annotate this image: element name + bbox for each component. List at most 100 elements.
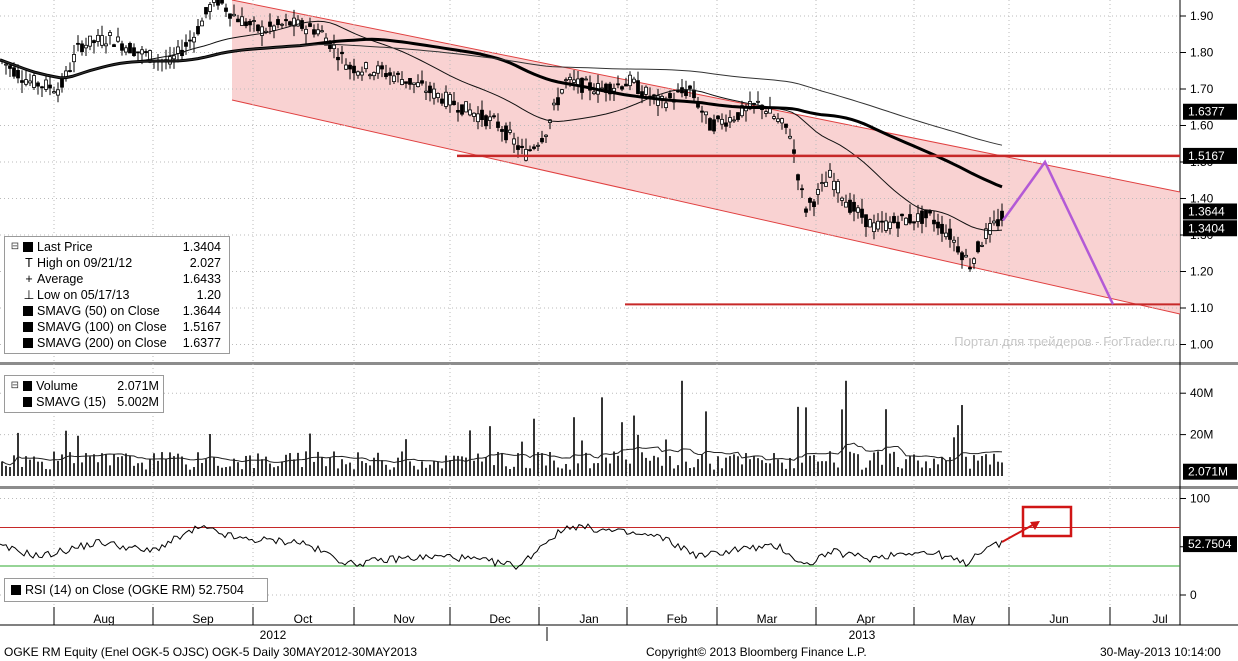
legend-label: Average [37,272,84,286]
candle-body [448,94,452,106]
legend-swatch-icon [23,338,33,348]
price-legend-row: + Average 1.6433 [9,271,225,287]
candle-body [312,29,316,35]
candle-body [468,109,472,116]
rsi-arrow-head [1030,521,1040,530]
candle-body [132,47,136,57]
candle-body [276,19,280,26]
x-month-label: Jan [579,612,598,626]
collapse-icon[interactable]: ⊟ [10,241,20,252]
candle-body [988,223,992,235]
candle-body [408,78,412,85]
candle-body [916,213,920,222]
x-year-label: 2012 [260,628,287,642]
candle-body [956,246,960,253]
legend-swatch-icon [22,397,33,407]
candle-body [224,7,228,12]
price-tag: 1.3644 [1188,204,1225,218]
candle-body [340,51,344,55]
footer-timestamp: 30-May-2013 10:14:00 [1100,645,1221,659]
candle-body [920,210,924,224]
forecast-arrow [1001,159,1115,305]
y-tick-label: 1.60 [1190,119,1214,133]
candle-body [716,115,720,120]
candle-body [492,115,496,118]
candle-body [804,208,808,213]
candle-body [888,221,892,229]
x-month-label: Jul [1152,612,1167,626]
candle-body [860,208,864,218]
x-month-label: Oct [294,612,313,626]
legend-swatch-icon [23,242,33,252]
candle-body [516,145,520,150]
candle-body [452,100,456,106]
candle-body [864,214,868,228]
candle-body [484,115,488,127]
candle-body [220,0,224,4]
rsi-label: RSI (14) on Close (OGKE RM) [25,583,196,597]
candle-body [444,91,448,107]
volume-sma-value: 5.002M [117,395,159,409]
candle-body [280,23,284,26]
candle-body [308,23,312,27]
candle-body [332,44,336,50]
candle-body [960,252,964,261]
candle-body [480,109,484,121]
candle-body [348,64,352,70]
candle-body [948,228,952,240]
candle-body [952,239,956,243]
candle-body [872,222,876,233]
volume-sma-label: SMAVG (15) [36,395,107,409]
legend-value: 1.6377 [182,336,221,350]
rsi-tick-label: 0 [1190,588,1197,602]
candle-body [120,43,124,51]
candle-body [248,20,252,26]
candle-body [856,207,860,213]
candle-body [68,70,72,72]
candle-body [256,24,260,32]
candle-body [736,112,740,120]
candle-body [508,129,512,133]
candle-body [440,98,444,104]
legend-label: SMAVG (50) on Close [37,304,160,318]
legend-label: SMAVG (200) on Close [37,336,167,350]
candle-body [236,18,240,23]
legend-value: 1.20 [196,288,221,302]
candle-body [884,220,888,231]
candle-body [300,20,304,29]
candle-body [228,13,232,19]
candle-body [172,55,176,60]
legend-swatch-icon [23,306,33,316]
legend-label: High on 09/21/12 [37,256,133,270]
candle-body [684,89,688,96]
candle-body [96,34,100,42]
price-legend-row: SMAVG (100) on Close 1.5167 [9,319,225,335]
candle-body [504,125,508,141]
candle-body [908,214,912,224]
candle-body [676,90,680,93]
candle-body [500,129,504,132]
candle-body [428,85,432,94]
candle-body [880,220,884,223]
candle-body [796,174,800,181]
legend-marker-icon: ⊥ [23,288,35,302]
candle-body [60,77,64,88]
candle-body [728,117,732,123]
candle-body [200,20,204,27]
price-legend-row: T High on 09/21/12 2.027 [9,255,225,271]
candle-body [644,86,648,95]
candle-body [620,86,624,90]
legend-swatch-icon [23,322,33,332]
candle-body [732,119,736,122]
candle-body [76,42,80,45]
candle-body [608,83,612,95]
x-month-label: May [953,612,976,626]
candle-body [20,80,24,83]
collapse-icon[interactable]: ⊟ [10,380,19,391]
candle-body [784,123,788,128]
candle-body [764,111,768,114]
candle-body [896,221,900,229]
candle-body [772,116,776,119]
candle-body [496,121,500,128]
legend-value: 1.3404 [182,240,221,254]
